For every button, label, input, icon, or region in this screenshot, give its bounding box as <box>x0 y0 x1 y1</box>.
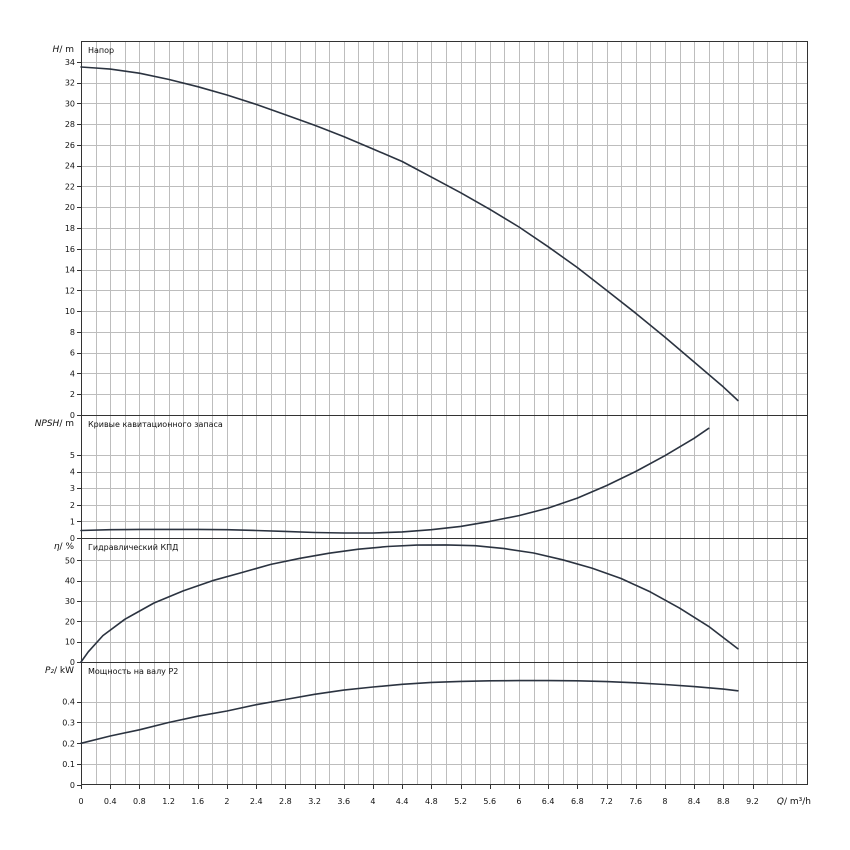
head-y-tick-label: 22 <box>65 182 75 191</box>
head-y-tick-label: 16 <box>65 245 75 254</box>
efficiency-y-tick-label: 40 <box>65 577 75 586</box>
x-tick-label: 7.6 <box>629 797 642 806</box>
npsh-y-tick-label: 2 <box>70 501 75 510</box>
head-y-tick-label: 12 <box>65 286 75 295</box>
x-tick-label: 8 <box>662 797 667 806</box>
efficiency-curve <box>80 544 739 663</box>
x-tick-label: 3.6 <box>337 797 350 806</box>
head-y-tick-label: 6 <box>70 349 75 358</box>
x-tick-label: 8.8 <box>717 797 730 806</box>
head-y-tick-label: 10 <box>65 307 75 316</box>
efficiency-y-tick-label: 20 <box>65 617 75 626</box>
head-y-tick-label: 14 <box>65 266 75 275</box>
x-tick-label: 0.8 <box>133 797 146 806</box>
x-tick-label: 6.8 <box>571 797 584 806</box>
efficiency-y-tick-label: 50 <box>65 556 75 565</box>
npsh-y-tick-label: 1 <box>70 517 75 526</box>
x-tick-label: 5.6 <box>483 797 496 806</box>
x-tick-label: 5.2 <box>454 797 467 806</box>
npsh-y-tick-label: 0 <box>70 534 75 543</box>
x-tick-label: 1.2 <box>162 797 175 806</box>
power-y-tick-label: 0.1 <box>62 760 75 769</box>
x-tick-label: 7.2 <box>600 797 613 806</box>
head-y-tick-label: 2 <box>70 390 75 399</box>
head-y-tick-label: 8 <box>70 328 75 337</box>
efficiency-panel-title: Гидравлический КПД <box>88 543 178 552</box>
efficiency-y-tick-label: 30 <box>65 597 75 606</box>
x-tick-label: 2.8 <box>279 797 292 806</box>
head-y-tick-label: 20 <box>65 203 75 212</box>
x-tick-label: 3.2 <box>308 797 321 806</box>
head-y-tick-label: 32 <box>65 79 75 88</box>
npsh-curve <box>80 427 710 534</box>
grid-layer <box>77 41 808 789</box>
x-tick-label: 4.8 <box>425 797 438 806</box>
x-tick-label: 2 <box>224 797 229 806</box>
head-y-tick-label: 24 <box>65 162 75 171</box>
head-curve <box>80 66 739 402</box>
power-y-tick-label: 0.3 <box>62 718 75 727</box>
power-y-axis-label: P₂/ kW <box>45 666 74 676</box>
curves-layer <box>80 66 739 745</box>
npsh-y-tick-label: 5 <box>70 451 75 460</box>
x-tick-label: 1.6 <box>191 797 204 806</box>
power-curve <box>80 679 739 745</box>
head-y-tick-label: 28 <box>65 120 75 129</box>
head-y-tick-label: 4 <box>70 369 75 378</box>
efficiency-y-tick-label: 0 <box>70 658 75 667</box>
head-y-tick-label: 26 <box>65 141 75 150</box>
head-y-tick-label: 34 <box>65 58 75 67</box>
x-tick-label: 9.2 <box>746 797 759 806</box>
npsh-y-tick-label: 3 <box>70 484 75 493</box>
x-tick-label: 0.4 <box>104 797 117 806</box>
x-tick-label: 6 <box>516 797 521 806</box>
head-panel-title: Напор <box>88 46 114 55</box>
npsh-y-tick-label: 4 <box>70 468 75 477</box>
x-tick-label: 0 <box>78 797 83 806</box>
power-panel-title: Мощность на валу P2 <box>88 667 178 676</box>
x-tick-label: 4.4 <box>396 797 409 806</box>
efficiency-y-axis-label: η/ % <box>54 542 75 552</box>
head-y-tick-label: 30 <box>65 99 75 108</box>
efficiency-y-tick-label: 10 <box>65 638 75 647</box>
head-y-axis-label: H/ m <box>53 45 74 55</box>
x-tick-label: 8.4 <box>688 797 701 806</box>
x-tick-label: 4 <box>370 797 375 806</box>
x-tick-label: 6.4 <box>542 797 555 806</box>
power-y-tick-label: 0 <box>70 781 75 790</box>
head-y-tick-label: 0 <box>70 411 75 420</box>
plot-frame <box>81 41 808 785</box>
power-y-tick-label: 0.4 <box>62 698 75 707</box>
npsh-y-axis-label: NPSH/ m <box>35 419 74 429</box>
power-y-tick-label: 0.2 <box>62 739 75 748</box>
npsh-panel-title: Кривые кавитационного запаса <box>88 420 223 429</box>
head-y-tick-label: 18 <box>65 224 75 233</box>
x-tick-label: 2.4 <box>250 797 263 806</box>
x-axis-label: Q/ m³/h <box>777 797 811 807</box>
